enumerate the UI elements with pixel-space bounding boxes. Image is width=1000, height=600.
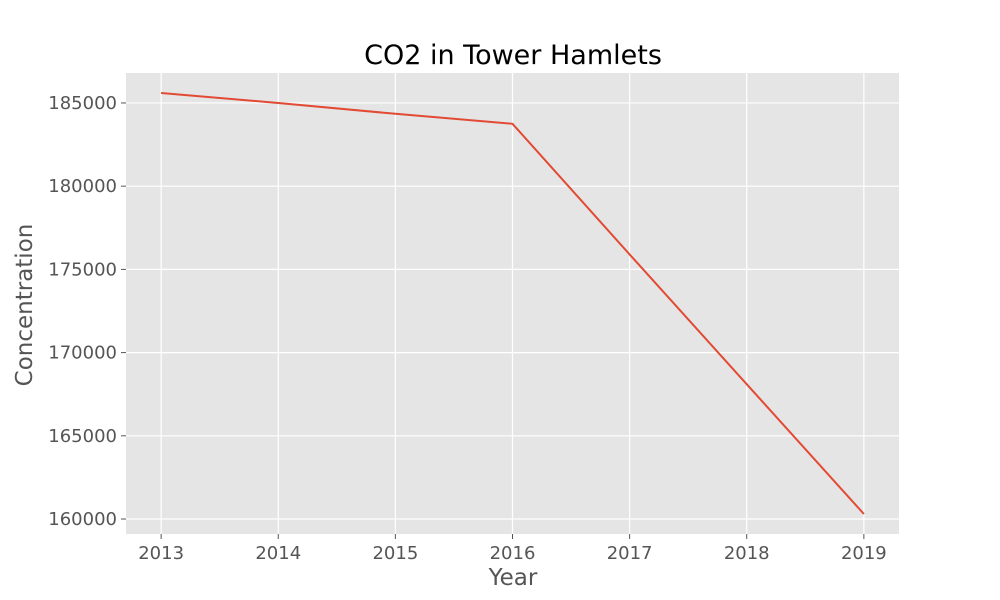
x-axis-label: Year <box>488 565 538 591</box>
y-tick-label: 180000 <box>48 176 117 197</box>
y-tick-label: 170000 <box>48 343 117 364</box>
y-tick-label: 165000 <box>48 426 117 447</box>
x-tick-label: 2015 <box>372 543 418 564</box>
x-tick-label: 2017 <box>607 543 653 564</box>
x-tick-label: 2013 <box>138 543 184 564</box>
chart-title: CO2 in Tower Hamlets <box>364 40 662 71</box>
x-tick-label: 2019 <box>841 543 887 564</box>
x-tick-label: 2018 <box>724 543 770 564</box>
gridlines <box>126 73 899 534</box>
y-tick-label: 175000 <box>48 259 117 280</box>
x-tick-label: 2016 <box>490 543 536 564</box>
x-tick-label: 2014 <box>255 543 301 564</box>
y-tick-label: 185000 <box>48 93 117 114</box>
y-axis-label: Concentration <box>12 224 38 387</box>
axis-ticks: 2013 2014 2015 2016 2017 2018 2019 160000 165000… <box>48 93 886 564</box>
y-tick-label: 160000 <box>48 509 117 530</box>
series-line <box>161 92 865 515</box>
